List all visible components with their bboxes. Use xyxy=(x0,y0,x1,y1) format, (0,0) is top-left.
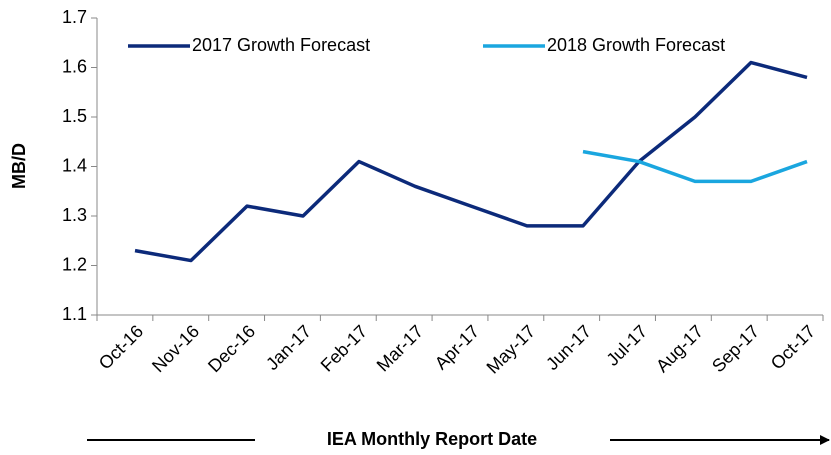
y-tick-label: 1.6 xyxy=(62,56,87,76)
x-tick-label: Jul-17 xyxy=(602,321,651,370)
x-tick-label: Sep-17 xyxy=(708,321,763,376)
x-tick-label: Oct-16 xyxy=(95,321,147,373)
x-tick-label: Jan-17 xyxy=(262,321,315,374)
x-tick-label: Mar-17 xyxy=(373,321,427,375)
y-tick-label: 1.2 xyxy=(62,254,87,274)
x-tick-label: Feb-17 xyxy=(317,321,371,375)
series-line xyxy=(134,60,808,263)
y-tick-label: 1.1 xyxy=(62,304,87,324)
series-line xyxy=(582,149,808,184)
y-tick-label: 1.7 xyxy=(62,7,87,27)
legend-label: 2017 Growth Forecast xyxy=(192,35,370,55)
y-tick-label: 1.3 xyxy=(62,205,87,225)
x-tick-label: Dec-16 xyxy=(204,321,259,376)
legend-label: 2018 Growth Forecast xyxy=(547,35,725,55)
x-tick-label: Aug-17 xyxy=(652,321,707,376)
x-tick-label: May-17 xyxy=(483,321,540,378)
x-axis-title: IEA Monthly Report Date xyxy=(327,429,537,449)
x-tick-label: Jun-17 xyxy=(542,321,595,374)
x-tick-label: Nov-16 xyxy=(148,321,203,376)
x-tick-label: Oct-17 xyxy=(767,321,819,373)
y-tick-label: 1.4 xyxy=(62,155,87,175)
y-axis-title: MB/D xyxy=(9,143,29,189)
x-tick-label: Apr-17 xyxy=(431,321,483,373)
y-tick-label: 1.5 xyxy=(62,106,87,126)
